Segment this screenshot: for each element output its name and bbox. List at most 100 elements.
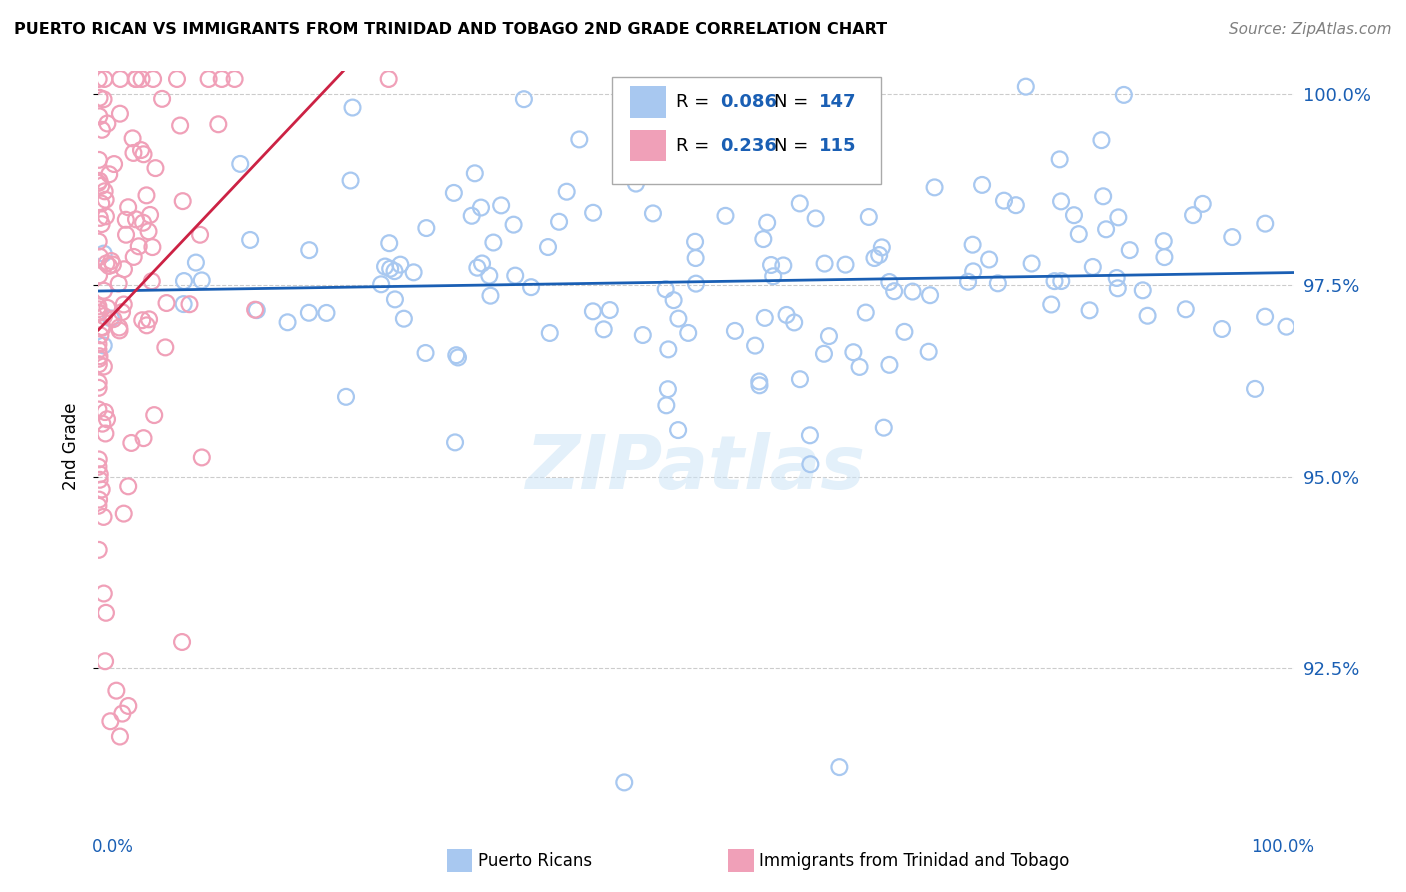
Point xyxy=(1040,297,1063,311)
Point xyxy=(402,265,425,279)
Point xyxy=(98,167,121,181)
Text: 0.0%: 0.0% xyxy=(91,838,134,856)
Point xyxy=(818,329,841,343)
Point xyxy=(100,254,122,268)
Point xyxy=(879,358,901,372)
Point xyxy=(298,243,321,257)
Point xyxy=(962,264,984,278)
Point xyxy=(389,258,412,272)
Point xyxy=(172,194,194,208)
Point xyxy=(87,337,110,351)
Point xyxy=(754,310,776,325)
Point xyxy=(170,635,193,649)
Point xyxy=(90,123,112,137)
Point xyxy=(89,250,111,264)
Point xyxy=(90,483,112,497)
Point xyxy=(89,211,111,225)
Point xyxy=(112,297,135,311)
Point xyxy=(1049,153,1071,167)
Point xyxy=(145,161,167,175)
Point xyxy=(1191,197,1213,211)
Point xyxy=(87,343,110,357)
Point xyxy=(1244,382,1267,396)
Point xyxy=(1081,260,1104,274)
Point xyxy=(114,212,136,227)
Point xyxy=(503,268,526,283)
Point xyxy=(685,277,707,291)
Point xyxy=(96,301,118,315)
Point xyxy=(855,305,877,319)
Point xyxy=(538,326,561,340)
Point xyxy=(125,72,148,87)
Point xyxy=(98,714,122,729)
Point xyxy=(662,293,685,308)
Point xyxy=(93,246,115,260)
Point xyxy=(93,92,115,106)
Point xyxy=(1254,217,1277,231)
Point xyxy=(93,72,115,87)
Point xyxy=(93,184,115,198)
Point xyxy=(537,240,560,254)
Text: 115: 115 xyxy=(820,136,856,154)
Point xyxy=(132,147,155,161)
Point xyxy=(868,248,890,262)
Text: Source: ZipAtlas.com: Source: ZipAtlas.com xyxy=(1229,22,1392,37)
Point xyxy=(520,280,543,294)
Point xyxy=(91,320,114,334)
Point xyxy=(239,233,262,247)
Point xyxy=(1211,322,1233,336)
Point xyxy=(125,212,148,227)
Point xyxy=(169,119,191,133)
Point xyxy=(657,343,679,357)
Point xyxy=(748,378,770,392)
Point xyxy=(87,302,110,317)
Point xyxy=(87,176,110,190)
Point xyxy=(384,264,406,278)
Point xyxy=(100,311,122,326)
Text: 100.0%: 100.0% xyxy=(1251,838,1315,856)
Point xyxy=(103,157,125,171)
Point xyxy=(108,730,131,744)
Point xyxy=(190,273,212,287)
Text: 0.086: 0.086 xyxy=(720,93,778,112)
Point xyxy=(112,507,135,521)
Point xyxy=(94,210,117,224)
Point xyxy=(392,311,415,326)
Point xyxy=(1050,194,1073,209)
Point xyxy=(166,72,188,87)
Point xyxy=(87,153,110,167)
Point xyxy=(339,173,361,187)
Point xyxy=(378,236,401,251)
Point xyxy=(191,450,214,465)
Point xyxy=(568,132,591,146)
Point xyxy=(89,109,111,123)
Point xyxy=(139,208,162,222)
Point xyxy=(1136,309,1159,323)
Point xyxy=(858,210,880,224)
Point xyxy=(447,351,470,365)
Point xyxy=(87,72,110,87)
Point xyxy=(1132,283,1154,297)
Point xyxy=(94,193,117,207)
Point xyxy=(668,311,690,326)
Point xyxy=(87,306,110,320)
Point xyxy=(93,359,115,374)
Point xyxy=(804,211,827,226)
Point xyxy=(1220,230,1243,244)
Point xyxy=(90,178,112,193)
Point xyxy=(103,312,125,326)
Point xyxy=(380,261,402,276)
Point xyxy=(1095,222,1118,236)
Point xyxy=(112,262,135,277)
Point xyxy=(893,325,915,339)
Point xyxy=(443,186,465,200)
Point xyxy=(901,285,924,299)
Point xyxy=(87,492,110,507)
Point xyxy=(87,268,110,283)
Point xyxy=(93,510,115,524)
Point xyxy=(141,240,163,254)
Point xyxy=(93,586,115,600)
FancyBboxPatch shape xyxy=(630,87,666,118)
Point xyxy=(759,258,782,272)
Point xyxy=(132,431,155,445)
